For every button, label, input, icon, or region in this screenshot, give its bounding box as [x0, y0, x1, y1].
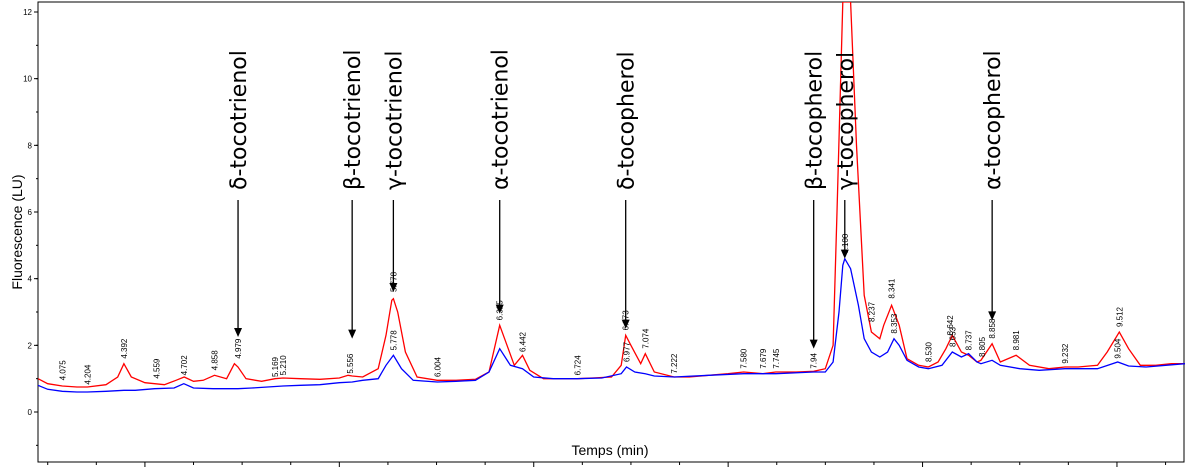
series-lines [38, 2, 1185, 393]
peak-retention-label: 5.556 [346, 353, 355, 374]
peak-retention-label: 9.512 [1115, 306, 1124, 327]
peak-retention-label: 7.222 [670, 353, 679, 374]
peak-retention-label: 9.232 [1061, 343, 1070, 364]
series-line-blue [38, 257, 1185, 393]
peak-retention-label: 6.977 [622, 341, 631, 362]
peak-retention-label: 5.778 [389, 330, 398, 351]
series-line-red [38, 2, 1185, 388]
axes: 0 2 4 6 8 10 12 [23, 1, 1185, 467]
peak-retention-label: 4.702 [180, 355, 189, 376]
peak-retention-label: 4.075 [58, 360, 67, 381]
peak-retention-label: 8.805 [978, 336, 987, 357]
peak-retention-label: 7.94 [810, 353, 819, 369]
peak-retention-label: 4.559 [152, 358, 161, 379]
annotation-arrow-head [495, 304, 504, 314]
peak-retention-label: 4.858 [211, 350, 220, 371]
y-tick-label: 12 [23, 8, 32, 17]
annotation-arrow-head [389, 283, 398, 292]
compound-label: γ-tocopherol [834, 52, 859, 190]
x-axis-title: Temps (min) [571, 442, 648, 458]
compound-label: δ-tocopherol [615, 51, 640, 190]
compound-label: α-tocopherol [981, 50, 1006, 190]
peak-retention-label: 4.392 [120, 338, 129, 359]
peak-retention-label: 8.237 [867, 301, 876, 322]
y-tick-label: 8 [28, 141, 33, 150]
peak-retention-label: 6.004 [433, 356, 442, 377]
peak-retention-label: 7.679 [759, 348, 768, 369]
peak-retention-label: 6.724 [573, 355, 582, 376]
y-tick-label: 10 [23, 75, 32, 84]
peak-retention-label: 8.530 [924, 341, 933, 362]
peak-retention-label: 5.210 [279, 355, 288, 376]
compound-label: α-tocotrienol [489, 49, 514, 190]
y-axis-title: Fluorescence (LU) [9, 174, 25, 289]
y-tick-label: 6 [28, 208, 33, 217]
annotation-arrow-head [988, 311, 997, 321]
annotation-arrow-head [840, 249, 849, 259]
annotation-arrow-head [621, 319, 630, 329]
y-tick-label: 2 [28, 341, 33, 350]
peak-retention-label: 9.504 [1114, 338, 1123, 359]
peak-retention-label: 8.653 [948, 326, 957, 347]
peak-retention-label: 7.074 [641, 328, 650, 349]
compound-label: γ-tocotrienol [382, 51, 407, 190]
peak-retention-label: 8.737 [965, 330, 974, 351]
peak-retention-label: 8.858 [988, 318, 997, 339]
compound-label: β-tocopherol [803, 51, 828, 190]
peak-retention-label: 6.442 [518, 331, 527, 352]
peak-labels: 4.075 4.204 4.392 4.559 4.702 4.858 4.979 5.169… [58, 233, 1124, 385]
y-tick-label: 4 [28, 275, 33, 284]
peak-retention-label: 5.169 [271, 356, 280, 377]
compound-label: β-tocotrienol [341, 50, 366, 190]
peak-retention-label: 7.745 [772, 348, 781, 369]
y-tick-label: 0 [28, 408, 33, 417]
annotation-arrow-head [348, 329, 357, 339]
annotation-arrow-head [234, 328, 243, 337]
plot-frame [37, 1, 1185, 463]
peak-retention-label: 4.204 [83, 364, 92, 385]
peak-retention-label: 4.979 [234, 338, 243, 359]
compound-label: δ-tocotrienol [227, 50, 252, 190]
compound-annotations: δ-tocotrienol β-tocotrienol γ-tocotrienol α… [227, 49, 1006, 349]
peak-retention-label: 8.642 [946, 315, 955, 336]
peak-retention-label: 8.981 [1012, 330, 1021, 351]
peak-retention-label: 8.353 [890, 313, 899, 334]
annotation-arrow-head [809, 339, 818, 349]
peak-retention-label: 8.341 [888, 278, 897, 299]
peak-retention-label: 7.580 [740, 348, 749, 369]
